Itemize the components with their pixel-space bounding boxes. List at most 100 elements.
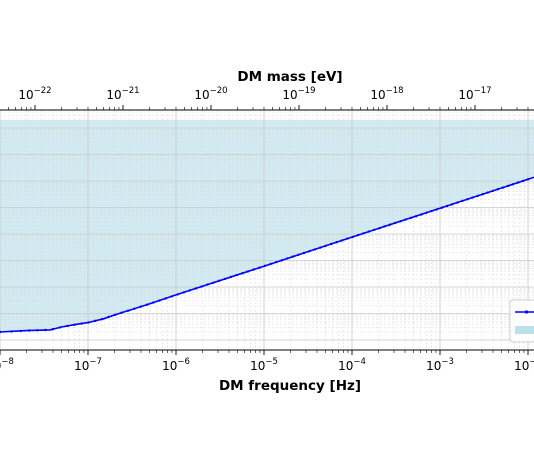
series-marker: [496, 188, 500, 191]
series-marker: [404, 218, 407, 221]
legend-box: [509, 299, 534, 343]
series-marker: [126, 309, 130, 312]
series-marker: [435, 208, 438, 211]
top-tick-label: 10−22: [18, 86, 51, 102]
series-marker: [445, 204, 449, 208]
series-marker: [107, 315, 110, 319]
series-marker: [409, 216, 413, 220]
series-marker: [275, 260, 278, 264]
series-marker: [152, 301, 155, 304]
series-marker: [286, 257, 289, 260]
series-marker: [182, 291, 185, 294]
x-tick-label: 10−4: [338, 357, 366, 373]
legend-marker-swatch: [524, 310, 529, 314]
series-marker: [120, 311, 123, 314]
top-tick-label: 10−19: [282, 86, 315, 102]
top-tick-label: 10−18: [370, 86, 403, 102]
series-marker: [188, 289, 191, 292]
series-marker: [164, 297, 167, 300]
series-marker: [324, 244, 327, 247]
series-marker: [335, 241, 338, 244]
series-marker: [516, 181, 520, 184]
series-marker: [113, 313, 117, 316]
series-marker: [0, 330, 2, 334]
series-marker: [100, 318, 104, 321]
series-marker: [19, 329, 22, 333]
legend-patch-swatch: [515, 326, 534, 334]
series-marker: [319, 246, 322, 249]
series-marker: [351, 235, 354, 239]
x-tick-label: 10−8: [0, 357, 14, 373]
series-marker: [73, 323, 76, 326]
x-tick-label: 10−6: [162, 357, 190, 373]
series-marker: [378, 227, 381, 230]
series-marker: [456, 201, 459, 204]
series-marker: [59, 326, 62, 329]
series-marker: [291, 255, 295, 258]
series-marker: [36, 329, 39, 332]
series-marker: [330, 242, 333, 246]
top-tick-label: 10−20: [194, 86, 227, 102]
series-marker: [229, 275, 232, 279]
series-marker: [501, 186, 505, 189]
series-marker: [476, 194, 479, 198]
series-marker: [461, 199, 464, 203]
series-marker: [526, 178, 530, 181]
series-marker: [313, 248, 317, 251]
x-tick-label: 10−7: [74, 357, 102, 373]
series-marker: [66, 324, 69, 328]
series-marker: [362, 232, 365, 235]
series-marker: [372, 228, 376, 232]
x-axis-title: DM frequency [Hz]: [219, 378, 361, 394]
series-marker: [158, 299, 161, 302]
series-marker: [466, 198, 469, 201]
series-marker: [194, 287, 197, 290]
series-marker: [346, 237, 349, 240]
series-marker: [223, 277, 227, 281]
series-marker: [87, 321, 90, 324]
x-tick-label: 10−3: [426, 357, 454, 373]
series-marker: [521, 179, 525, 183]
series-marker: [218, 279, 221, 282]
series-marker: [280, 259, 283, 262]
series-marker: [511, 183, 515, 186]
series-marker: [486, 191, 489, 194]
series-marker: [491, 189, 495, 193]
series-marker: [420, 213, 423, 216]
series-marker: [258, 266, 261, 269]
series-marker: [176, 293, 179, 296]
series-marker: [206, 283, 209, 286]
top-tick-label: 10−17: [458, 86, 491, 102]
series-marker: [170, 295, 173, 298]
series-marker: [430, 209, 433, 213]
series-marker: [388, 223, 392, 226]
series-marker: [425, 211, 428, 214]
series-marker: [302, 251, 306, 255]
series-marker: [10, 330, 13, 333]
series-marker: [145, 303, 149, 306]
series-marker: [80, 322, 83, 325]
series-marker: [94, 319, 97, 322]
series-marker: [340, 239, 344, 242]
series-marker: [263, 264, 267, 267]
series-marker: [252, 268, 255, 271]
series-marker: [200, 285, 203, 288]
top-tick-label: 10−21: [106, 86, 139, 102]
series-marker: [471, 196, 474, 199]
series-marker: [506, 184, 510, 188]
x-tick-label: 10−2: [514, 357, 534, 373]
series-marker: [235, 273, 238, 277]
series-marker: [297, 253, 300, 256]
series-marker: [28, 329, 31, 332]
x-tick-label: 10−5: [250, 357, 278, 373]
series-marker: [481, 193, 484, 196]
series-marker: [241, 272, 244, 275]
series-marker: [383, 225, 386, 228]
series-marker: [356, 233, 360, 237]
series-marker: [269, 262, 272, 266]
series-marker: [394, 221, 397, 225]
series-marker: [440, 206, 444, 209]
top-axis-title: DM mass [eV]: [237, 69, 342, 85]
